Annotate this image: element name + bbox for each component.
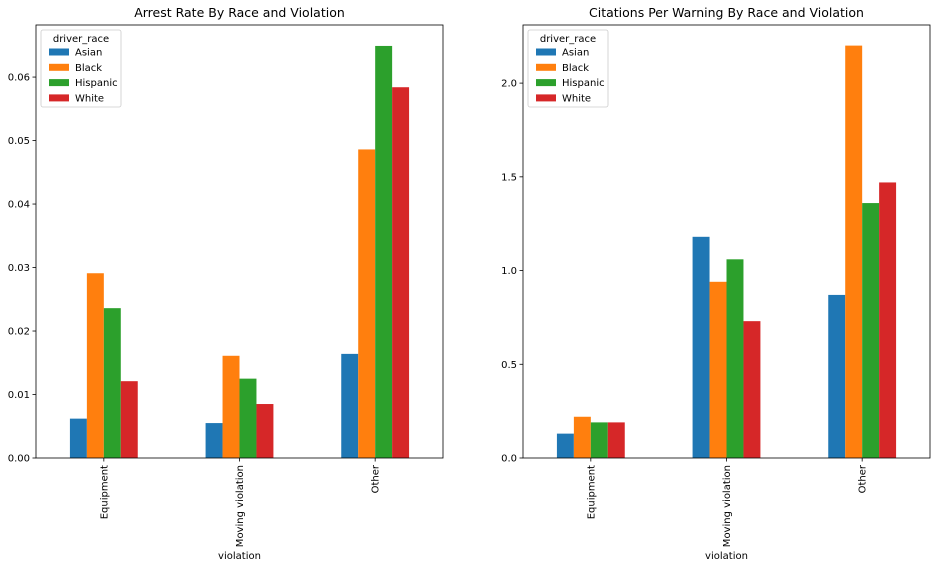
chart-0-bar-white-1 (256, 404, 274, 458)
chart-1-bar-hispanic-2 (862, 203, 880, 458)
chart-0-bar-black-2 (358, 149, 376, 458)
chart-0-bar-hispanic-2 (375, 45, 393, 458)
chart-1-legend-label-black: Black (562, 63, 589, 74)
chart-1-legend-swatch-white (536, 94, 556, 102)
chart-1-bar-black-0 (573, 416, 591, 458)
chart-0-y-tick-label: 0.03 (8, 263, 30, 274)
chart-1-legend-label-hispanic: Hispanic (562, 78, 605, 89)
chart-1-legend-title: driver_race (540, 34, 596, 45)
chart-0-bar-hispanic-0 (103, 308, 121, 458)
chart-0-y-tick-label: 0.04 (8, 200, 30, 211)
chart-0-x-tick-label: Other (371, 464, 382, 493)
chart-1-bar-white-2 (879, 182, 897, 458)
chart-0-y-tick-label: 0.00 (8, 454, 30, 465)
chart-0-legend-label-white: White (75, 93, 104, 104)
chart-0-x-tick-label: Equipment (99, 465, 110, 519)
right-chart-panel: Citations Per Warning By Race and Violat… (501, 5, 931, 562)
chart-1-y-tick-label: 0.5 (501, 360, 517, 371)
chart-0-title: Arrest Rate By Race and Violation (134, 5, 345, 20)
chart-1-bar-black-1 (709, 281, 727, 458)
chart-1-x-tick-label: Other (858, 464, 869, 493)
chart-1-legend-swatch-asian (536, 48, 556, 56)
chart-1-bar-white-1 (743, 321, 761, 458)
chart-0-bar-black-0 (86, 273, 104, 458)
chart-0-legend-label-asian: Asian (75, 48, 102, 59)
chart-0-bar-hispanic-1 (239, 378, 257, 458)
chart-1-y-tick-label: 1.5 (501, 172, 517, 183)
chart-1-y-tick-label: 0.0 (501, 454, 517, 465)
chart-1-bar-asian-2 (828, 294, 846, 458)
chart-1-bar-white-0 (607, 422, 625, 458)
chart-1-y-tick-label: 2.0 (501, 79, 517, 90)
chart-1-legend-swatch-black (536, 63, 556, 71)
chart-1-x-tick-label: Moving violation (722, 465, 733, 547)
chart-0-bar-asian-1 (205, 423, 223, 458)
chart-1-bar-hispanic-1 (726, 259, 744, 458)
chart-0-legend-swatch-white (49, 94, 69, 102)
chart-0-legend-swatch-asian (49, 48, 69, 56)
chart-1-bar-asian-0 (556, 433, 574, 458)
chart-0-y-tick-label: 0.02 (8, 327, 30, 338)
chart-0-bar-asian-2 (341, 353, 359, 458)
chart-1-legend-swatch-hispanic (536, 79, 556, 87)
chart-0-legend-swatch-hispanic (49, 79, 69, 87)
chart-0-y-tick-label: 0.05 (8, 136, 30, 147)
chart-1-y-tick-label: 1.0 (501, 266, 517, 277)
chart-0-y-tick-label: 0.06 (8, 73, 30, 84)
left-chart-panel: Arrest Rate By Race and Violation 0.00 0.0… (8, 5, 444, 562)
chart-0-legend-swatch-black (49, 63, 69, 71)
chart-0-legend-label-hispanic: Hispanic (75, 78, 118, 89)
chart-1-bar-black-2 (845, 45, 863, 459)
chart-1-title: Citations Per Warning By Race and Violat… (589, 5, 864, 20)
chart-0-y-tick-label: 0.01 (8, 390, 30, 401)
chart-1-x-axis-label: violation (705, 551, 748, 562)
chart-0-legend-title: driver_race (53, 34, 109, 45)
chart-0-bar-white-0 (120, 381, 138, 458)
chart-0-bar-white-2 (392, 87, 410, 458)
chart-0-legend-label-black: Black (75, 63, 102, 74)
chart-1-bar-asian-1 (692, 236, 710, 458)
chart-1-legend-label-white: White (562, 93, 591, 104)
chart-0-x-axis-label: violation (218, 551, 261, 562)
chart-0-x-tick-label: Moving violation (235, 465, 246, 547)
chart-1-legend-label-asian: Asian (562, 48, 589, 59)
chart-1-x-tick-label: Equipment (586, 465, 597, 519)
chart-0-bar-asian-0 (69, 418, 87, 458)
chart-0-bar-black-1 (222, 355, 240, 458)
chart-1-bar-hispanic-0 (590, 422, 608, 458)
